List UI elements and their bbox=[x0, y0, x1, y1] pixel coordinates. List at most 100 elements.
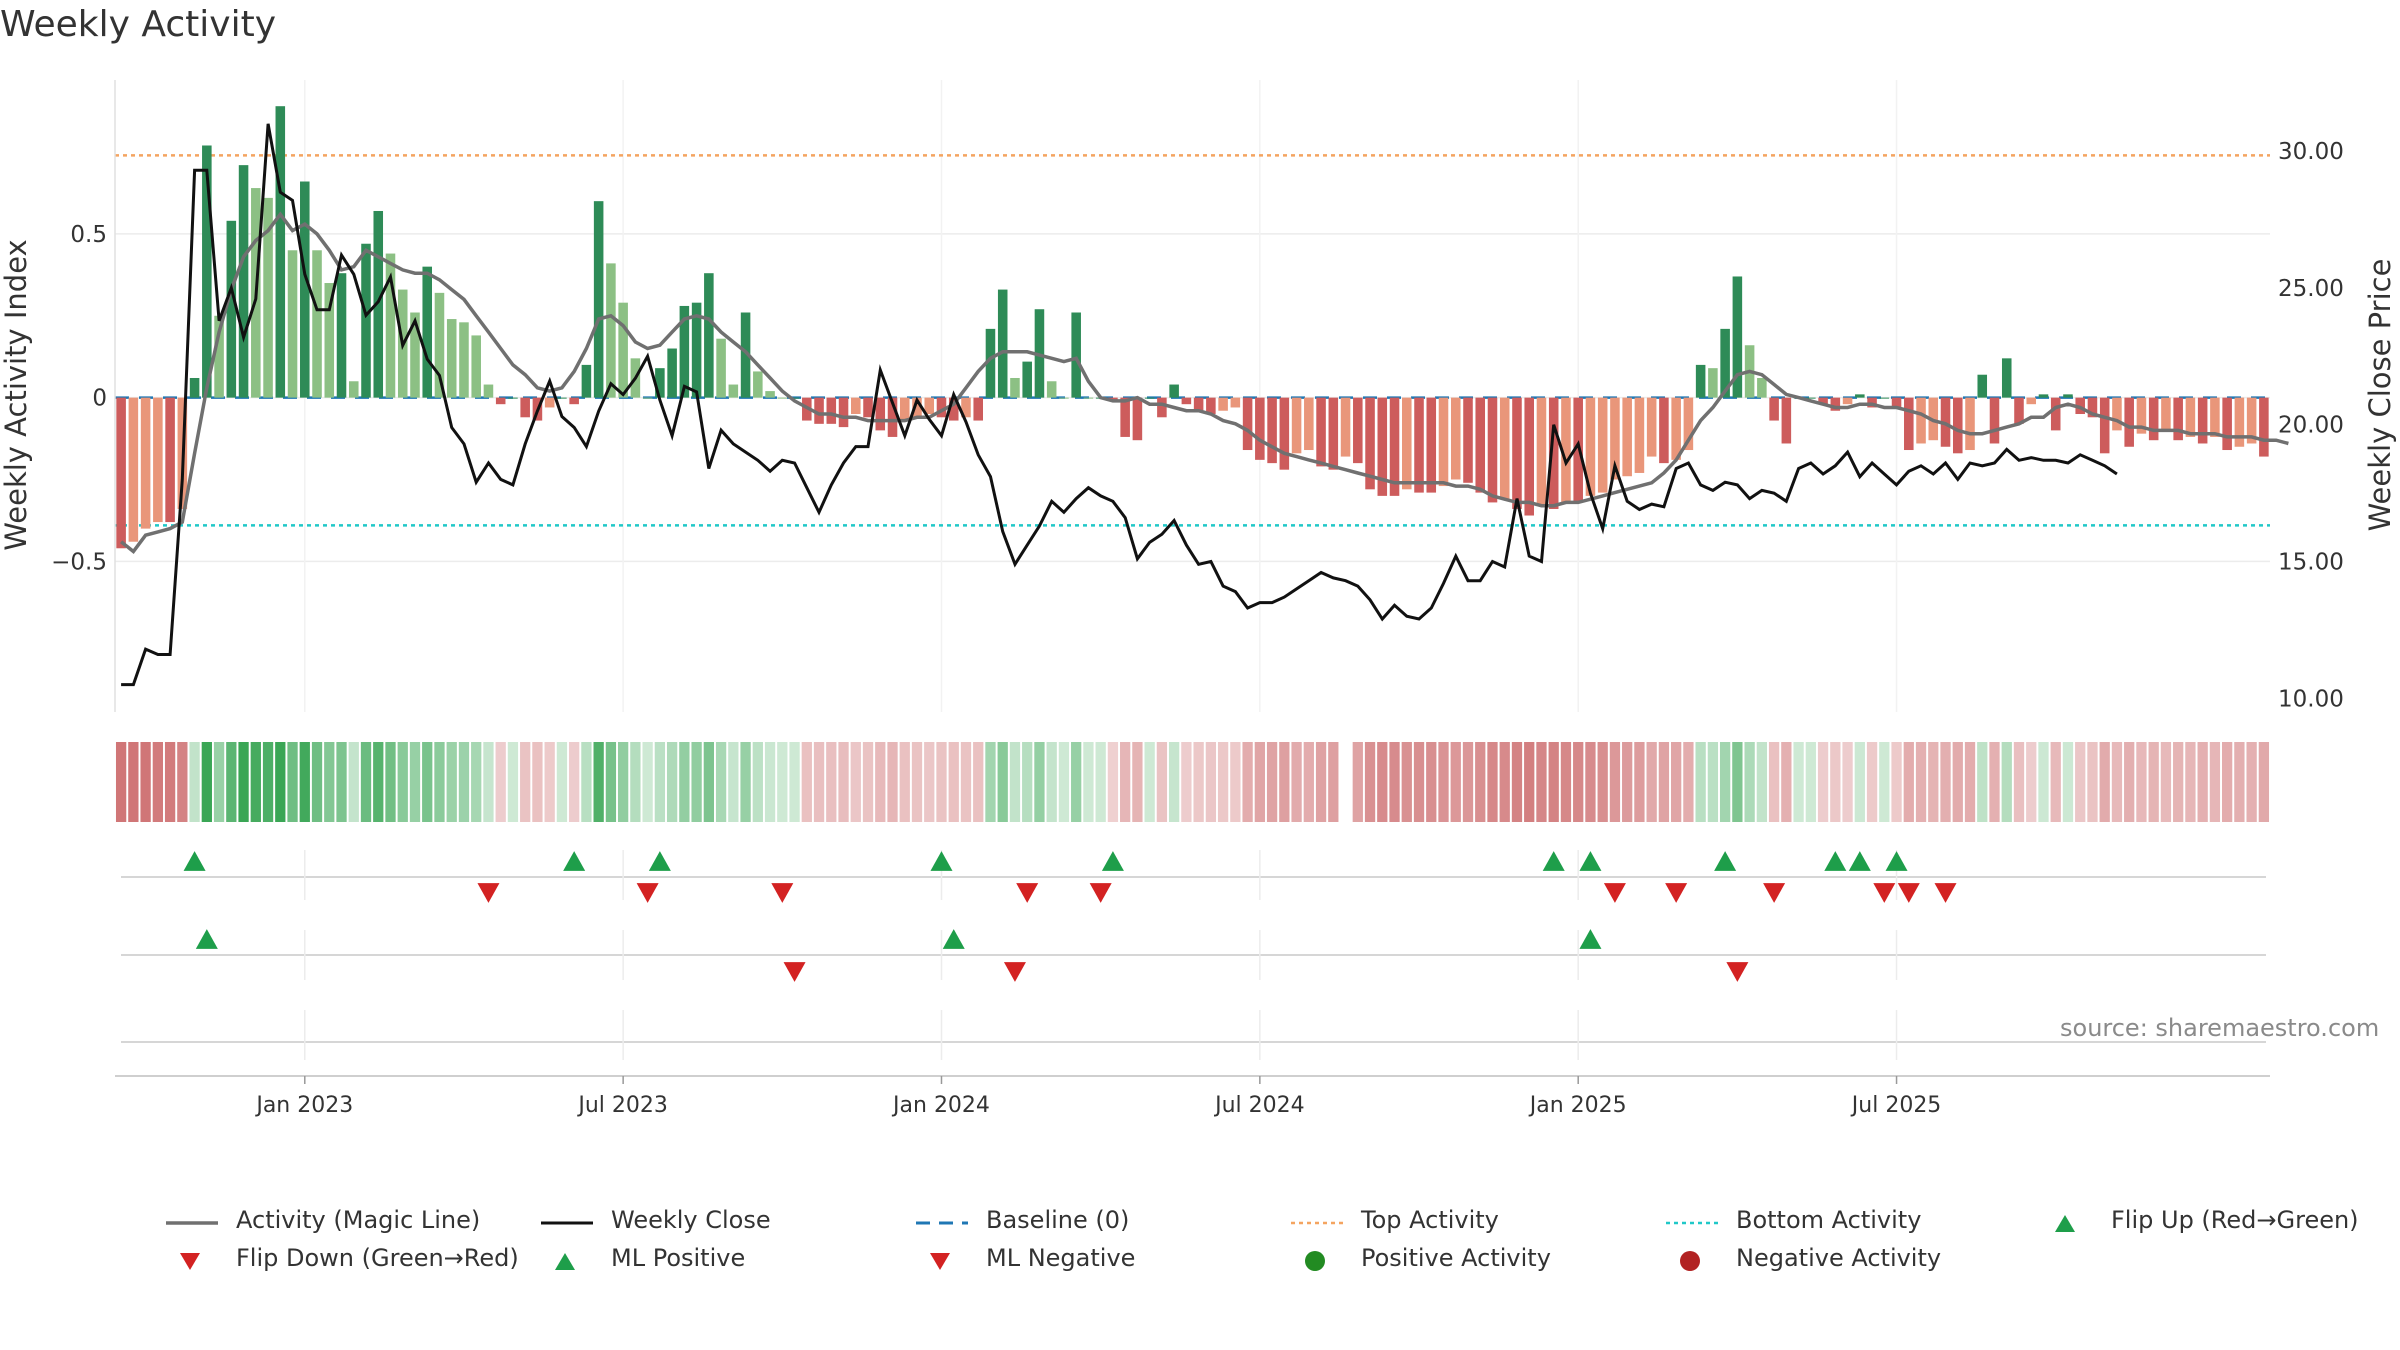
activity-bar bbox=[1622, 397, 1632, 477]
strip-cell bbox=[703, 742, 714, 822]
strip-cell bbox=[1536, 742, 1547, 822]
activity-bar bbox=[1414, 397, 1424, 493]
strip-cell bbox=[1695, 742, 1706, 822]
flip-up-marker bbox=[1714, 851, 1737, 871]
strip-cell bbox=[422, 742, 433, 822]
strip-cell bbox=[2099, 742, 2110, 822]
activity-bar bbox=[2038, 394, 2049, 398]
strip-cell bbox=[1254, 742, 1265, 822]
activity-bar bbox=[275, 106, 286, 398]
strip-cell bbox=[1707, 742, 1719, 822]
activity-bar bbox=[985, 328, 996, 398]
strip-cell bbox=[2038, 742, 2049, 822]
activity-bar bbox=[153, 397, 163, 523]
activity-bar bbox=[814, 397, 824, 424]
strip-cell bbox=[679, 742, 690, 822]
magic-line bbox=[120, 211, 2289, 554]
strip-cell bbox=[2185, 742, 2196, 822]
activity-bar bbox=[2197, 397, 2208, 444]
activity-bar bbox=[373, 210, 384, 398]
strip-cell bbox=[311, 742, 323, 822]
activity-bar bbox=[2259, 397, 2269, 457]
strip-cell bbox=[1964, 742, 1976, 822]
legend-label: Weekly Close bbox=[611, 1206, 771, 1234]
activity-bar bbox=[1965, 397, 1975, 451]
strip-cell bbox=[373, 742, 384, 822]
activity-bar bbox=[655, 368, 665, 398]
strip-cell bbox=[630, 742, 641, 822]
activity-bar bbox=[1524, 397, 1534, 516]
activity-bar bbox=[961, 397, 971, 418]
activity-bar bbox=[1475, 397, 1486, 493]
activity-bar bbox=[434, 292, 445, 398]
activity-bar bbox=[1487, 397, 1498, 503]
strip-cell bbox=[1560, 742, 1572, 822]
strip-cell bbox=[1230, 742, 1241, 822]
strip-cell bbox=[1744, 742, 1755, 822]
strip-cell bbox=[458, 742, 470, 822]
dot-cyan-icon bbox=[1666, 1221, 1718, 1225]
x-tick-label: Jan 2023 bbox=[254, 1093, 353, 1118]
flip-down-marker bbox=[1603, 883, 1626, 903]
activity-bar bbox=[593, 201, 604, 398]
activity-bar bbox=[887, 397, 898, 437]
activity-bar bbox=[936, 397, 947, 418]
activity-bar bbox=[1389, 397, 1400, 496]
activity-bar bbox=[1585, 397, 1596, 496]
strip-cell bbox=[1830, 742, 1841, 822]
ml-negative-marker bbox=[783, 962, 806, 982]
strip-cell bbox=[1193, 742, 1204, 822]
strip-cell bbox=[642, 742, 653, 822]
activity-bar bbox=[1818, 397, 1828, 405]
strip-cell bbox=[360, 742, 372, 822]
strip-cell bbox=[140, 742, 151, 822]
strip-cell bbox=[1315, 742, 1327, 822]
strip-cell bbox=[1597, 742, 1608, 822]
strip-cell bbox=[654, 742, 666, 822]
dash-blue-icon bbox=[916, 1221, 968, 1225]
strip-cell bbox=[1328, 742, 1339, 822]
strip-cell bbox=[2222, 742, 2233, 822]
activity-bar bbox=[1267, 397, 1277, 464]
activity-bar bbox=[2050, 397, 2061, 431]
strip-cell bbox=[789, 742, 800, 822]
left-tick-label: 0 bbox=[92, 386, 107, 412]
activity-bar bbox=[2063, 394, 2073, 398]
strip-cell bbox=[2001, 742, 2012, 822]
flip-down-marker bbox=[1873, 883, 1896, 903]
strip-cell bbox=[728, 742, 739, 822]
strip-cell bbox=[1977, 742, 1988, 822]
line-grey-icon bbox=[166, 1221, 218, 1225]
right-tick-label: 10.00 bbox=[2278, 686, 2344, 712]
strip-cell bbox=[1499, 742, 1510, 822]
strip-cell bbox=[2234, 742, 2245, 822]
strip-cell bbox=[1242, 742, 1253, 822]
strip-cell bbox=[605, 742, 617, 822]
flip-down-marker bbox=[477, 883, 500, 903]
strip-cell bbox=[691, 742, 702, 822]
activity-bar bbox=[1304, 397, 1314, 451]
activity-bar bbox=[471, 335, 481, 398]
flip-down-marker bbox=[1934, 883, 1957, 903]
strip-cell bbox=[520, 742, 531, 822]
strip-cell bbox=[1866, 742, 1878, 822]
activity-bar bbox=[1708, 368, 1718, 398]
activity-bar bbox=[336, 273, 347, 398]
strip-cell bbox=[544, 742, 555, 822]
activity-bar bbox=[2026, 397, 2037, 405]
strip-cell bbox=[875, 742, 886, 822]
activity-bar bbox=[973, 397, 983, 421]
x-tick-label: Jul 2025 bbox=[1850, 1093, 1942, 1118]
strip-cell bbox=[1107, 742, 1119, 822]
legend-label: Flip Down (Green→Red) bbox=[236, 1244, 519, 1272]
strip-cell bbox=[2124, 742, 2135, 822]
activity-bar bbox=[1022, 361, 1032, 398]
activity-bar bbox=[1806, 397, 1816, 399]
activity-bar bbox=[1377, 397, 1388, 496]
activity-bar bbox=[1463, 397, 1473, 483]
activity-bar bbox=[2014, 397, 2024, 424]
triangle-down-red-icon bbox=[930, 1253, 950, 1270]
activity-bar bbox=[1757, 377, 1767, 398]
strip-cell bbox=[593, 742, 604, 822]
strip-cell bbox=[1144, 742, 1155, 822]
